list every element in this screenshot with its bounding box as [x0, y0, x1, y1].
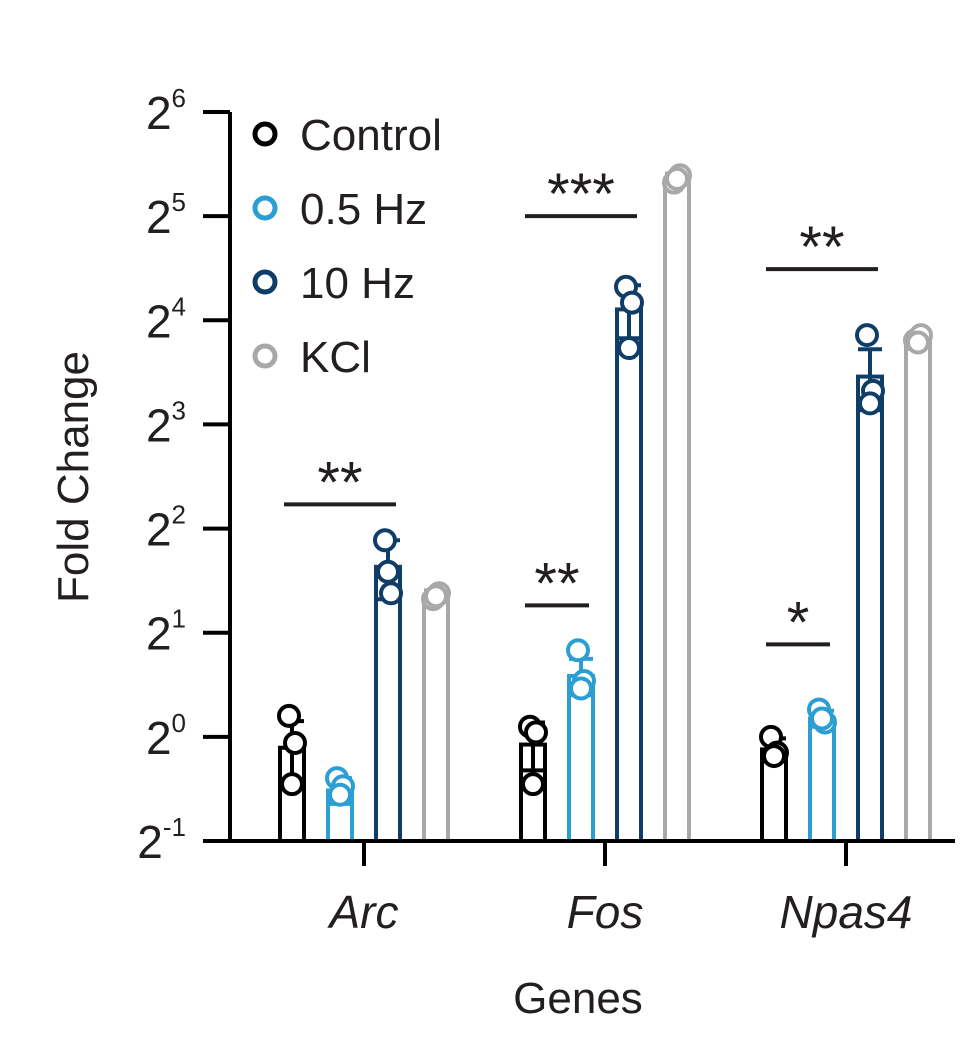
legend-marker [252, 121, 278, 147]
data-point [424, 584, 448, 609]
legend-label: 10 Hz [300, 259, 415, 308]
y-tick-label: 2-1 [137, 812, 186, 868]
data-point [376, 559, 400, 584]
data-point [617, 336, 641, 361]
y-tick-base: 2 [146, 191, 172, 243]
legend-marker [252, 195, 278, 221]
data-point [373, 528, 397, 553]
y-tick-base: 2 [146, 712, 172, 764]
significance-label: *** [547, 162, 615, 227]
data-point [283, 730, 307, 755]
series-kcl [421, 163, 933, 844]
y-tick-exponent: 3 [172, 395, 186, 425]
data-point [810, 706, 834, 731]
series-control [277, 703, 789, 844]
y-tick-base: 2 [146, 504, 172, 556]
bar [422, 594, 450, 844]
bar [663, 176, 691, 843]
series-10-hz [373, 274, 885, 843]
y-tick-exponent: -1 [163, 812, 186, 842]
y-tick-label: 25 [146, 187, 186, 243]
bar [374, 564, 402, 843]
data-point [521, 772, 545, 797]
significance-label: ** [317, 450, 362, 515]
significance-label: ** [534, 551, 579, 616]
legend-label: Control [300, 111, 442, 160]
data-point [762, 744, 786, 769]
significance-annotations: ********** [284, 162, 878, 655]
legend: Control 0.5 Hz 10 Hz KCl [252, 111, 442, 382]
bar [904, 338, 932, 843]
data-point [855, 323, 879, 348]
y-axis-title: Fold Change [49, 351, 98, 603]
y-tick-base: 2 [146, 399, 172, 451]
legend-marker [252, 343, 278, 369]
y-tick-label: 20 [146, 708, 186, 764]
data-point [328, 782, 352, 807]
y-tick-label: 23 [146, 395, 186, 451]
y-tick-exponent: 5 [172, 187, 186, 217]
x-tick-label-npas4: Npas4 [780, 886, 913, 938]
y-tick-base: 2 [137, 816, 163, 868]
y-tick-exponent: 0 [172, 708, 186, 738]
series-0-5-hz [325, 638, 837, 844]
y-tick-exponent: 2 [172, 500, 186, 530]
significance-label: * [787, 590, 810, 655]
data-point [566, 638, 590, 663]
y-tick-exponent: 1 [172, 604, 186, 634]
x-tick-label-arc: Arc [327, 886, 399, 938]
data-point [280, 772, 304, 797]
y-tick-exponent: 6 [172, 83, 186, 113]
data-point [906, 330, 930, 355]
x-ticks: Arc Fos Npas4 [327, 841, 913, 938]
significance-label: ** [799, 215, 844, 280]
y-tick-label: 24 [146, 291, 186, 347]
y-tick-base: 2 [146, 608, 172, 660]
legend-label: 0.5 Hz [300, 185, 427, 234]
y-tick-label: 26 [146, 83, 186, 139]
y-tick-exponent: 4 [172, 291, 186, 321]
x-tick-label-fos: Fos [567, 886, 644, 938]
bar [615, 307, 643, 843]
bar [808, 716, 836, 843]
data-point [858, 391, 882, 416]
y-tick-label: 21 [146, 604, 186, 660]
y-tick-label: 22 [146, 500, 186, 556]
bar [856, 374, 884, 843]
data-point [620, 290, 644, 315]
legend-label: KCl [300, 333, 371, 382]
y-tick-base: 2 [146, 295, 172, 347]
x-axis: Arc Fos Npas4 [228, 839, 955, 938]
data-point [665, 166, 689, 191]
data-point [524, 720, 548, 745]
y-tick-base: 2 [146, 87, 172, 139]
bar [567, 673, 595, 844]
data-point [379, 581, 403, 606]
data-point [569, 676, 593, 701]
data-point [277, 703, 301, 728]
legend-marker [252, 269, 278, 295]
x-axis-title: Genes [513, 974, 643, 1023]
